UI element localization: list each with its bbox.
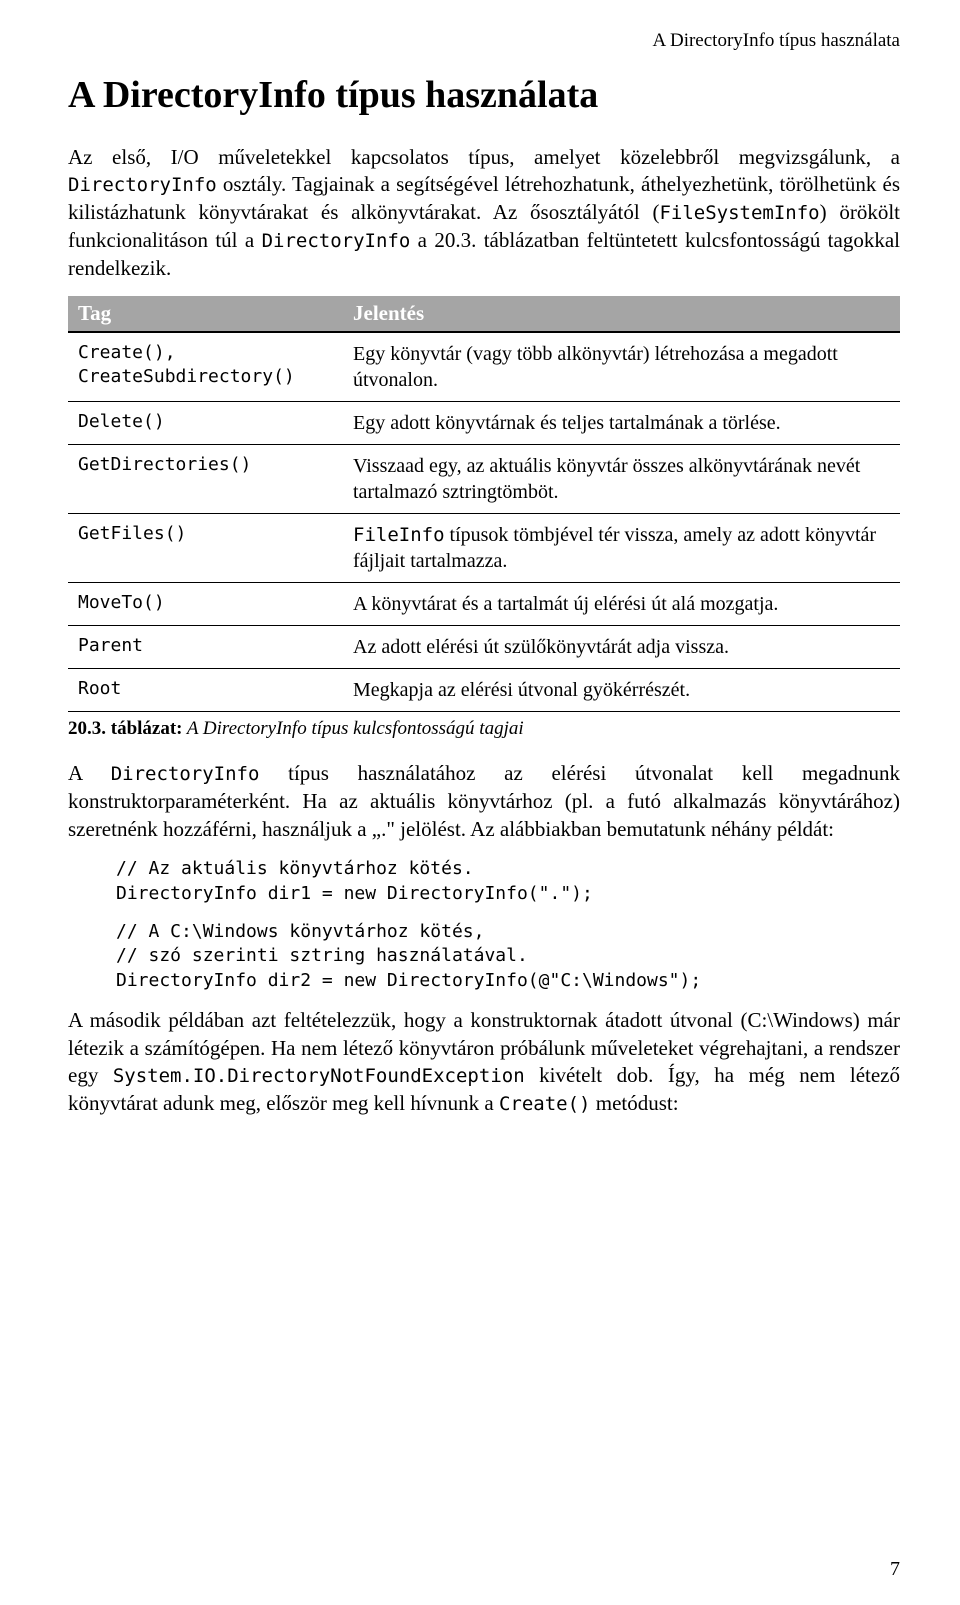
table-row: ParentAz adott elérési út szülőkönyvtárá…	[68, 626, 900, 669]
usage-paragraph: A DirectoryInfo típus használatához az e…	[68, 760, 900, 843]
table-row: Create(), CreateSubdirectory()Egy könyvt…	[68, 332, 900, 402]
member-name: Root	[68, 669, 343, 712]
member-name: Delete()	[68, 402, 343, 445]
member-name: Create(), CreateSubdirectory()	[68, 332, 343, 402]
table-row: GetDirectories()Visszaad egy, az aktuáli…	[68, 445, 900, 514]
member-meaning: FileInfo típusok tömbjével tér vissza, a…	[343, 514, 900, 583]
table-row: MoveTo()A könyvtárat és a tartalmát új e…	[68, 583, 900, 626]
intro-paragraph: Az első, I/O műveletekkel kapcsolatos tí…	[68, 144, 900, 283]
member-meaning: Egy könyvtár (vagy több alkönyvtár) létr…	[343, 332, 900, 402]
code-example-2: // A C:\Windows könyvtárhoz kötés, // sz…	[116, 920, 900, 993]
member-name: GetDirectories()	[68, 445, 343, 514]
member-meaning: Egy adott könyvtárnak és teljes tartalmá…	[343, 402, 900, 445]
caption-label: 20.3. táblázat:	[68, 718, 183, 739]
member-meaning: Visszaad egy, az aktuális könyvtár össze…	[343, 445, 900, 514]
code-example-1: // Az aktuális könyvtárhoz kötés. Direct…	[116, 857, 900, 906]
member-meaning: Az adott elérési út szülőkönyvtárát adja…	[343, 626, 900, 669]
member-name: GetFiles()	[68, 514, 343, 583]
table-row: RootMegkapja az elérési útvonal gyökérré…	[68, 669, 900, 712]
table-row: GetFiles()FileInfo típusok tömbjével tér…	[68, 514, 900, 583]
member-meaning: A könyvtárat és a tartalmát új elérési ú…	[343, 583, 900, 626]
page-number: 7	[890, 1558, 900, 1581]
page: A DirectoryInfo típus használata A Direc…	[0, 0, 960, 1605]
member-name: Parent	[68, 626, 343, 669]
table-row: Delete()Egy adott könyvtárnak és teljes …	[68, 402, 900, 445]
closing-paragraph: A második példában azt feltételezzük, ho…	[68, 1007, 900, 1118]
section-title: A DirectoryInfo típus használata	[68, 74, 900, 118]
table-caption: 20.3. táblázat: A DirectoryInfo típus ku…	[68, 718, 900, 740]
members-table: Tag Jelentés Create(), CreateSubdirector…	[68, 296, 900, 712]
table-body: Create(), CreateSubdirectory()Egy könyvt…	[68, 332, 900, 712]
member-meaning: Megkapja az elérési útvonal gyökérrészét…	[343, 669, 900, 712]
member-name: MoveTo()	[68, 583, 343, 626]
table-header-row: Tag Jelentés	[68, 296, 900, 332]
col-meaning: Jelentés	[343, 296, 900, 332]
running-head: A DirectoryInfo típus használata	[68, 30, 900, 52]
col-tag: Tag	[68, 296, 343, 332]
caption-text: A DirectoryInfo típus kulcsfontosságú ta…	[183, 718, 524, 739]
